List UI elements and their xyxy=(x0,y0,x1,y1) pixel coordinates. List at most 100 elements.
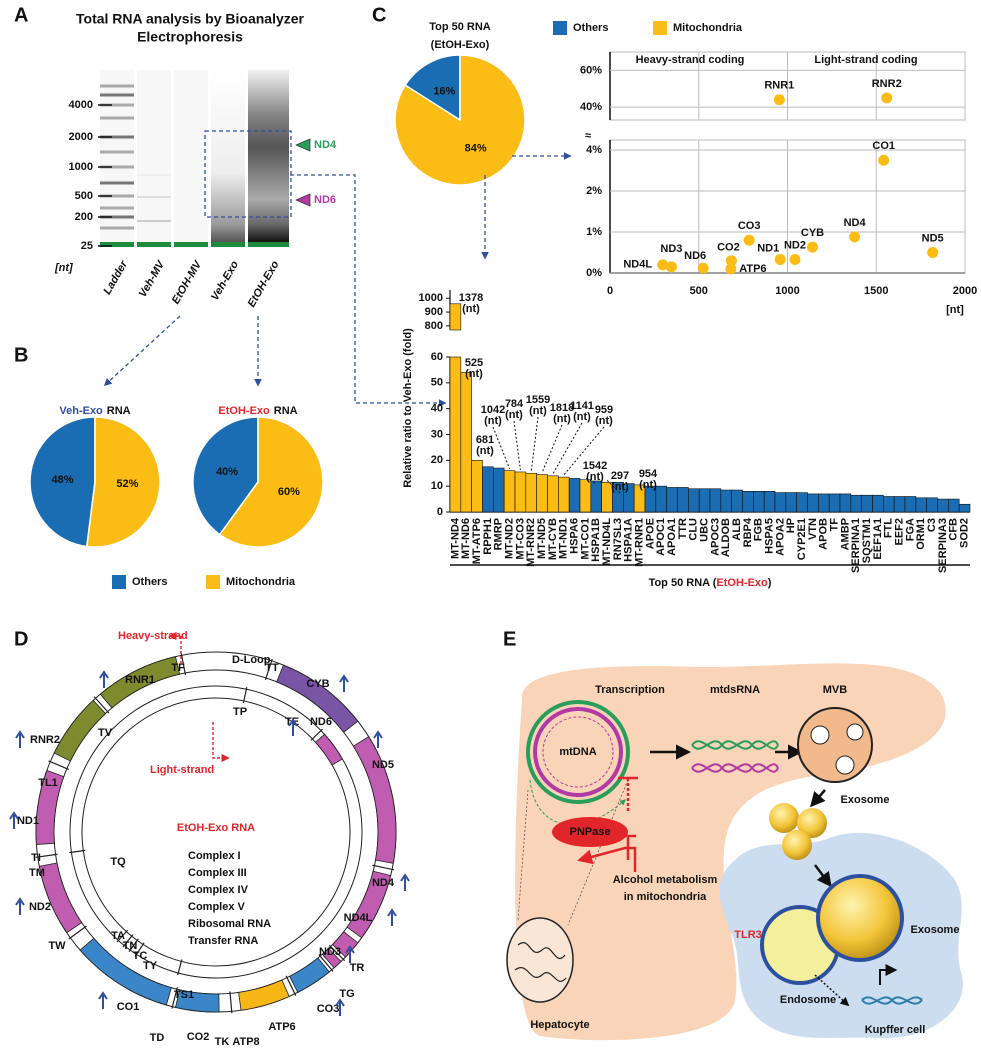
y-tick-label: 60% xyxy=(580,64,602,76)
y-tick-label: 4% xyxy=(586,144,602,156)
x-tick-label: ALDOB xyxy=(720,518,732,557)
mtdna-dash xyxy=(542,716,614,788)
trna-label: TI xyxy=(31,852,41,864)
length-annotation: (nt) xyxy=(529,405,547,417)
bar xyxy=(763,491,776,513)
x-tick-label: 1000 xyxy=(775,285,799,297)
map-list-item: Complex V xyxy=(188,901,246,913)
bar xyxy=(493,467,505,513)
y-axis-title: Relative ratio to Veh-Exo (fold) xyxy=(402,328,414,488)
gene-label: ND6 xyxy=(310,716,332,728)
y-tick-label: 40 xyxy=(431,403,443,415)
point xyxy=(881,92,893,104)
y-tick-label: 0% xyxy=(586,267,602,279)
x-tick-label: MT-CO3 xyxy=(514,518,526,560)
x-tick-label: 1500 xyxy=(864,285,888,297)
gel-unit: [nt] xyxy=(54,262,73,274)
x-tick-label: 0 xyxy=(607,285,613,297)
map-title: EtOH-Exo RNA xyxy=(177,822,255,834)
bar xyxy=(861,494,873,513)
lane-label: Ladder xyxy=(101,258,130,296)
x-tick-label: UBC xyxy=(698,518,710,542)
x-tick-label: MT-RNR1 xyxy=(633,518,645,567)
trna-mark xyxy=(177,959,183,976)
gene-segment xyxy=(352,736,397,864)
up-arrow xyxy=(339,674,349,692)
legend-label: Others xyxy=(573,22,608,34)
bar xyxy=(536,474,548,513)
ring xyxy=(69,685,363,979)
length-annotation: (nt) xyxy=(553,413,571,425)
x-tick-label: FGB xyxy=(753,518,765,541)
transcription-start xyxy=(879,964,898,985)
trna-mark xyxy=(69,849,86,854)
trna-mark xyxy=(35,853,58,858)
map-list-item: Transfer RNA xyxy=(188,935,258,947)
length-annotation: 1542 xyxy=(583,460,607,472)
bar xyxy=(471,460,483,513)
up-arrow xyxy=(99,670,109,688)
annotation-leader xyxy=(530,416,539,472)
bar xyxy=(666,487,678,513)
strand-arrow xyxy=(212,722,230,763)
mtdna-inner xyxy=(533,707,623,797)
bar xyxy=(926,497,938,513)
dsrna xyxy=(691,763,779,773)
bar xyxy=(904,496,917,513)
length-annotation: (nt) xyxy=(611,481,629,493)
scatter-chart: 0% 1% 2% 4% 40% 60% ≈0 500 1000 1500 2000 [nt] Heavy… xyxy=(580,51,977,316)
point-label: ND6 xyxy=(684,250,706,262)
ladder-band xyxy=(100,135,134,139)
y-tick-label: 50 xyxy=(431,377,443,389)
pie-title-part: RNA xyxy=(107,405,131,417)
pie-charts: 48% 52% 40% 60% 16% 84% Veh-Exo RNA EtOH-Exo RNA T… xyxy=(29,21,743,589)
marker-arrow xyxy=(295,193,311,207)
y-tick-label: 20 xyxy=(431,454,443,466)
label: Transcription xyxy=(595,684,665,696)
point-label: RNR1 xyxy=(764,80,794,92)
flow-arrow xyxy=(814,864,832,888)
label: Alcohol metabolism xyxy=(613,874,718,886)
x-tick-label: RN7SL3 xyxy=(612,518,624,560)
trna-mark xyxy=(242,687,248,704)
length-annotation: (nt) xyxy=(476,445,494,457)
gel-lane xyxy=(248,70,289,242)
annotation-leader xyxy=(541,424,563,473)
point xyxy=(725,255,737,267)
series-label: Heavy-strand coding xyxy=(636,54,745,66)
length-annotation: 1042 xyxy=(481,404,505,416)
y-tick-label: 1000 xyxy=(419,292,443,304)
gel-band xyxy=(137,196,171,198)
x-tick-label: VTN xyxy=(807,518,819,540)
panel-label: D xyxy=(14,628,28,650)
bar xyxy=(850,494,862,513)
point-label: CO3 xyxy=(738,220,761,232)
x-tick-label: RBP4 xyxy=(742,517,754,547)
x-tick-label: MT-CYB xyxy=(547,518,559,560)
gene-label: ND4L xyxy=(344,912,373,924)
up-arrow xyxy=(9,811,19,829)
x-tick-label: 500 xyxy=(690,285,708,297)
bar xyxy=(688,488,700,513)
y-tick-label: 2% xyxy=(586,185,602,197)
strand-arrow xyxy=(168,631,182,664)
trna-label: TQ xyxy=(110,856,126,868)
x-tick-label: ORM1 xyxy=(915,518,927,550)
bar xyxy=(460,372,472,513)
mvb-vesicle xyxy=(835,755,855,775)
bar xyxy=(655,485,667,513)
x-tick-label: SERPINA3 xyxy=(937,518,949,573)
up-arrow xyxy=(98,991,108,1009)
y-tick-label: 800 xyxy=(425,320,443,332)
x-tick-label: MT-ATP6 xyxy=(471,518,483,564)
bar xyxy=(579,479,592,513)
pie-label: 48% xyxy=(52,474,74,486)
x-tick-label: MT-ND2 xyxy=(503,518,515,559)
trna-label: TN xyxy=(123,940,138,952)
pie-title: Veh-Exo RNA xyxy=(59,405,130,417)
gel-lane xyxy=(211,70,245,242)
y-tick-label: 10 xyxy=(431,480,443,492)
exosome xyxy=(782,830,812,860)
up-arrow xyxy=(15,730,25,748)
